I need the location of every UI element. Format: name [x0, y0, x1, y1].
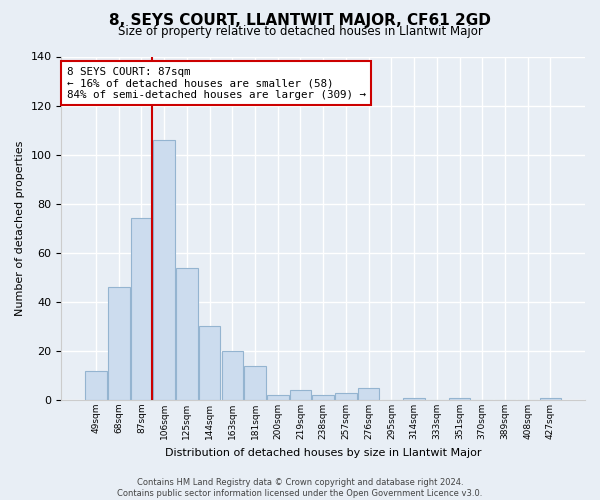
- Y-axis label: Number of detached properties: Number of detached properties: [15, 140, 25, 316]
- Bar: [267, 395, 289, 400]
- Text: 8 SEYS COURT: 87sqm
← 16% of detached houses are smaller (58)
84% of semi-detach: 8 SEYS COURT: 87sqm ← 16% of detached ho…: [67, 67, 365, 100]
- Bar: [449, 398, 470, 400]
- Bar: [154, 140, 175, 400]
- Bar: [403, 398, 425, 400]
- Text: 8, SEYS COURT, LLANTWIT MAJOR, CF61 2GD: 8, SEYS COURT, LLANTWIT MAJOR, CF61 2GD: [109, 12, 491, 28]
- Bar: [290, 390, 311, 400]
- Bar: [335, 392, 357, 400]
- Bar: [108, 287, 130, 400]
- Bar: [539, 398, 561, 400]
- Bar: [176, 268, 197, 400]
- Bar: [221, 351, 243, 400]
- Bar: [244, 366, 266, 400]
- Bar: [199, 326, 220, 400]
- Text: Size of property relative to detached houses in Llantwit Major: Size of property relative to detached ho…: [118, 25, 482, 38]
- Text: Contains HM Land Registry data © Crown copyright and database right 2024.
Contai: Contains HM Land Registry data © Crown c…: [118, 478, 482, 498]
- Bar: [358, 388, 379, 400]
- Bar: [85, 370, 107, 400]
- Bar: [131, 218, 152, 400]
- X-axis label: Distribution of detached houses by size in Llantwit Major: Distribution of detached houses by size …: [165, 448, 481, 458]
- Bar: [313, 395, 334, 400]
